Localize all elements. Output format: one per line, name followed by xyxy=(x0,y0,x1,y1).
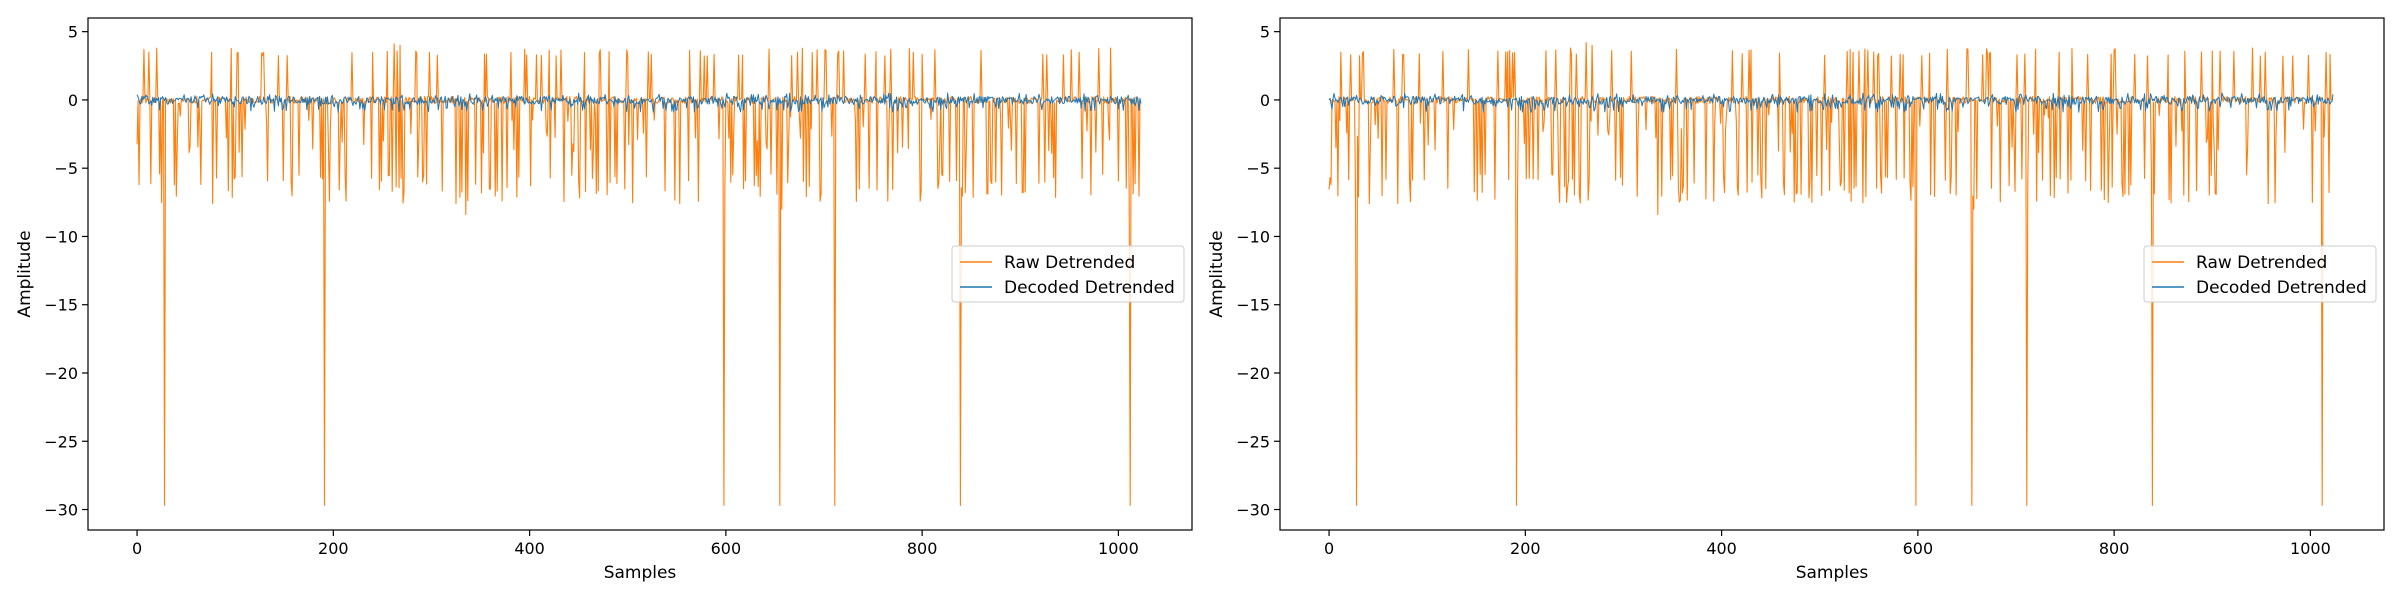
y-tick-label: −10 xyxy=(1236,227,1270,246)
legend-label: Raw Detrended xyxy=(1004,253,1135,273)
y-tick-label: 0 xyxy=(1260,91,1270,110)
y-axis-label: Amplitude xyxy=(1207,230,1227,317)
y-tick-label: 5 xyxy=(68,23,78,42)
legend-label: Decoded Detrended xyxy=(1004,278,1175,298)
x-tick-label: 400 xyxy=(1706,539,1737,558)
x-tick-label: 800 xyxy=(907,539,938,558)
axes-frame xyxy=(87,17,1193,531)
y-tick-label: −25 xyxy=(1236,432,1270,451)
y-tick-label: 5 xyxy=(1260,23,1270,42)
x-tick-label: 200 xyxy=(1510,539,1541,558)
x-tick-label: 800 xyxy=(2099,539,2130,558)
x-tick-label: 0 xyxy=(1324,539,1334,558)
legend-label: Decoded Detrended xyxy=(2196,278,2367,298)
x-axis-label: Samples xyxy=(604,563,677,583)
subplot-2: 0 200 400 600 800 1000 5 0 −5 −10 −15 −20 −25 −30 Samp… xyxy=(1207,17,2385,583)
y-tick-label: −10 xyxy=(44,227,78,246)
legend: Raw Detrended Decoded Detrended xyxy=(951,245,1185,303)
x-tick-label: 200 xyxy=(318,539,349,558)
plot-area xyxy=(136,43,1142,506)
x-tick-label: 400 xyxy=(514,539,545,558)
series-line-decoded-detrended xyxy=(136,92,1142,113)
legend-box xyxy=(2143,245,2377,303)
series-line-decoded-detrended xyxy=(1328,92,2334,113)
x-tick-label: 0 xyxy=(132,539,142,558)
y-tick-label: −30 xyxy=(44,501,78,520)
axes-frame xyxy=(1279,17,2385,531)
y-tick-label: 0 xyxy=(68,91,78,110)
x-tick-label: 1000 xyxy=(1098,539,1139,558)
y-axis-label: Amplitude xyxy=(15,230,35,317)
y-tick-label: −5 xyxy=(1246,159,1270,178)
legend-label: Raw Detrended xyxy=(2196,253,2327,273)
x-tick-label: 600 xyxy=(711,539,742,558)
x-tick-label: 1000 xyxy=(2290,539,2331,558)
legend: Raw Detrended Decoded Detrended xyxy=(2143,245,2377,303)
y-tick-label: −5 xyxy=(54,159,78,178)
y-tick-label: −20 xyxy=(1236,364,1270,383)
y-tick-label: −25 xyxy=(44,432,78,451)
y-tick-label: −15 xyxy=(44,296,78,315)
y-tick-label: −15 xyxy=(1236,296,1270,315)
y-tick-label: −20 xyxy=(44,364,78,383)
y-tick-label: −30 xyxy=(1236,501,1270,520)
subplot-1: 0 200 400 600 800 1000 5 0 −5 −10 −15 −20 −25 −30 Samp… xyxy=(15,17,1193,583)
x-axis-label: Samples xyxy=(1796,563,1869,583)
plot-area xyxy=(1328,42,2334,506)
x-tick-label: 600 xyxy=(1903,539,1934,558)
legend-box xyxy=(951,245,1185,303)
